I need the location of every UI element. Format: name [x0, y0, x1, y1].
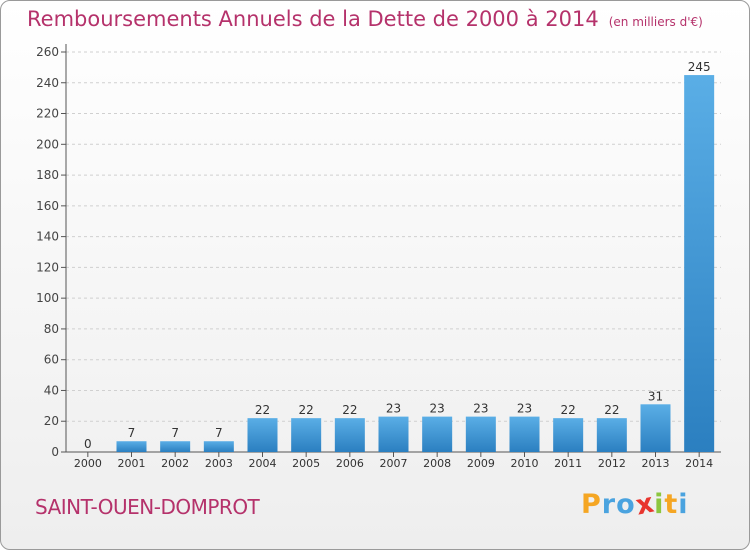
x-tick-label: 2014 [685, 457, 713, 470]
data-label: 7 [215, 426, 223, 440]
data-label: 22 [299, 403, 314, 417]
chart-unit: (en milliers d'€) [608, 15, 703, 29]
x-tick-label: 2012 [598, 457, 626, 470]
x-tick-label: 2000 [74, 457, 102, 470]
y-tick-label: 120 [36, 260, 59, 274]
y-tick-label: 160 [36, 199, 59, 213]
data-label: 31 [648, 389, 663, 403]
data-label: 22 [255, 403, 270, 417]
data-label: 7 [171, 426, 179, 440]
bar [684, 75, 715, 453]
x-tick-label: 2003 [205, 457, 233, 470]
x-tick-label: 2001 [118, 457, 146, 470]
bar [334, 418, 365, 452]
logo-letter: r [601, 489, 617, 520]
data-label: 7 [128, 426, 136, 440]
data-label: 23 [386, 402, 401, 416]
y-tick-label: 200 [36, 137, 59, 151]
bar [596, 418, 627, 452]
commune-name: SAINT-OUEN-DOMPROT [35, 495, 260, 519]
y-tick-label: 20 [44, 414, 59, 428]
y-tick-label: 140 [36, 230, 59, 244]
data-label: 245 [688, 60, 711, 74]
data-label: 0 [84, 437, 92, 451]
bar [553, 418, 584, 452]
x-tick-label: 2011 [554, 457, 582, 470]
y-tick-label: 80 [44, 322, 59, 336]
y-tick-label: 60 [44, 353, 59, 367]
x-tick-label: 2006 [336, 457, 364, 470]
logo-letter: o [616, 489, 636, 520]
data-label: 23 [430, 402, 445, 416]
data-label: 22 [561, 403, 576, 417]
y-tick-label: 40 [44, 383, 59, 397]
bar [247, 418, 278, 452]
x-tick-label: 2004 [249, 457, 277, 470]
logo-letter: t [664, 489, 679, 520]
chart-title-text: Remboursements Annuels de la Dette de 20… [27, 7, 599, 31]
x-tick-label: 2007 [380, 457, 408, 470]
x-tick-label: 2008 [423, 457, 451, 470]
bar [291, 418, 322, 452]
bar [378, 416, 409, 452]
y-tick-label: 260 [36, 45, 59, 59]
y-tick-label: 240 [36, 76, 59, 90]
y-tick-label: 0 [51, 445, 59, 459]
logo-letter: P [581, 489, 602, 520]
proxiti-logo: Proxiti [581, 487, 689, 521]
data-label: 23 [473, 402, 488, 416]
logo-letter: i [678, 489, 689, 520]
data-label: 22 [342, 403, 357, 417]
x-tick-label: 2009 [467, 457, 495, 470]
bar [422, 416, 453, 452]
x-tick-label: 2005 [292, 457, 320, 470]
chart-title: Remboursements Annuels de la Dette de 20… [27, 7, 703, 31]
data-label: 23 [517, 402, 532, 416]
logo-letter: i [654, 489, 665, 520]
x-tick-label: 2013 [642, 457, 670, 470]
bar [640, 404, 671, 452]
y-tick-label: 180 [36, 168, 59, 182]
bar [160, 441, 191, 452]
y-tick-label: 220 [36, 107, 59, 121]
y-tick-label: 100 [36, 291, 59, 305]
bar [203, 441, 234, 452]
x-tick-label: 2010 [511, 457, 539, 470]
bar [465, 416, 496, 452]
x-tick-label: 2002 [161, 457, 189, 470]
data-label: 22 [604, 403, 619, 417]
bar [509, 416, 540, 452]
bar [116, 441, 147, 452]
